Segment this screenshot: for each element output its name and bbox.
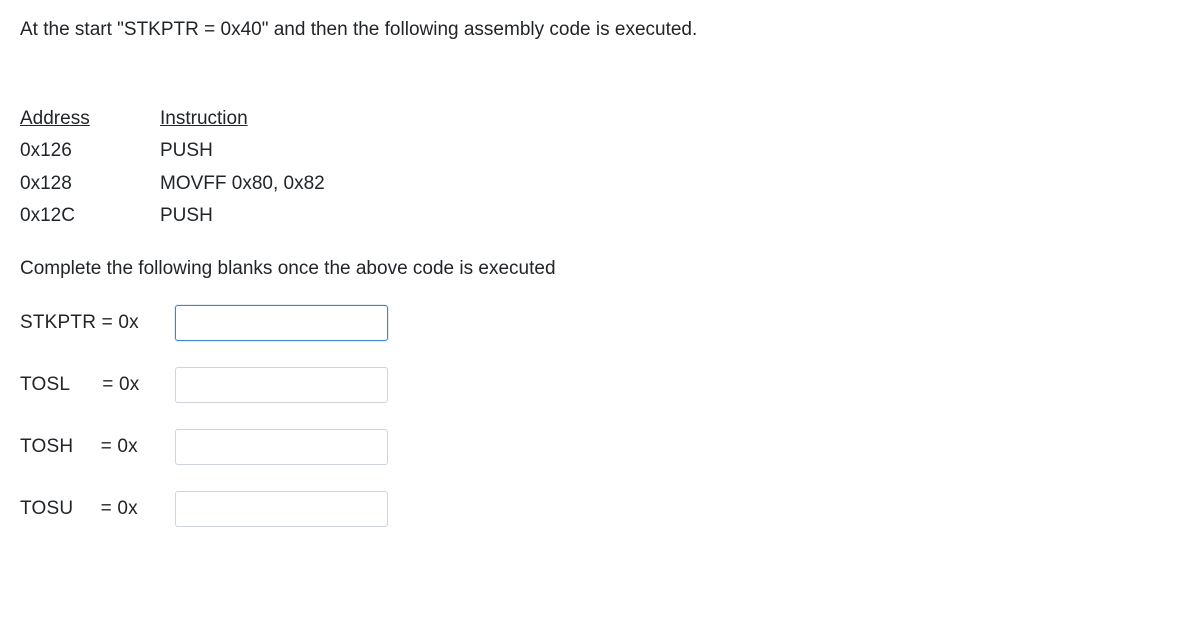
cell-instruction: PUSH bbox=[160, 137, 1180, 166]
answer-row-stkptr: STKPTR = 0x bbox=[20, 305, 1180, 341]
tosh-input[interactable] bbox=[175, 429, 388, 465]
answer-label: TOSL = 0x bbox=[20, 371, 175, 400]
table-row: 0x128 MOVFF 0x80, 0x82 bbox=[20, 170, 1180, 199]
table-row: 0x126 PUSH bbox=[20, 137, 1180, 166]
tosl-input[interactable] bbox=[175, 367, 388, 403]
table-header-row: Address Instruction bbox=[20, 105, 1180, 134]
code-table: Address Instruction 0x126 PUSH 0x128 MOV… bbox=[20, 105, 1180, 231]
cell-instruction: PUSH bbox=[160, 202, 1180, 231]
answer-label: TOSU = 0x bbox=[20, 495, 175, 524]
answer-row-tosl: TOSL = 0x bbox=[20, 367, 1180, 403]
header-instruction: Instruction bbox=[160, 105, 1180, 134]
header-address: Address bbox=[20, 105, 160, 134]
intro-text: At the start "STKPTR = 0x40" and then th… bbox=[20, 16, 1180, 45]
cell-address: 0x126 bbox=[20, 137, 160, 166]
cell-address: 0x128 bbox=[20, 170, 160, 199]
table-row: 0x12C PUSH bbox=[20, 202, 1180, 231]
cell-address: 0x12C bbox=[20, 202, 160, 231]
prompt-text: Complete the following blanks once the a… bbox=[20, 255, 1180, 284]
cell-instruction: MOVFF 0x80, 0x82 bbox=[160, 170, 1180, 199]
answer-row-tosh: TOSH = 0x bbox=[20, 429, 1180, 465]
answer-label: STKPTR = 0x bbox=[20, 309, 175, 338]
tosu-input[interactable] bbox=[175, 491, 388, 527]
stkptr-input[interactable] bbox=[175, 305, 388, 341]
answer-label: TOSH = 0x bbox=[20, 433, 175, 462]
answer-row-tosu: TOSU = 0x bbox=[20, 491, 1180, 527]
